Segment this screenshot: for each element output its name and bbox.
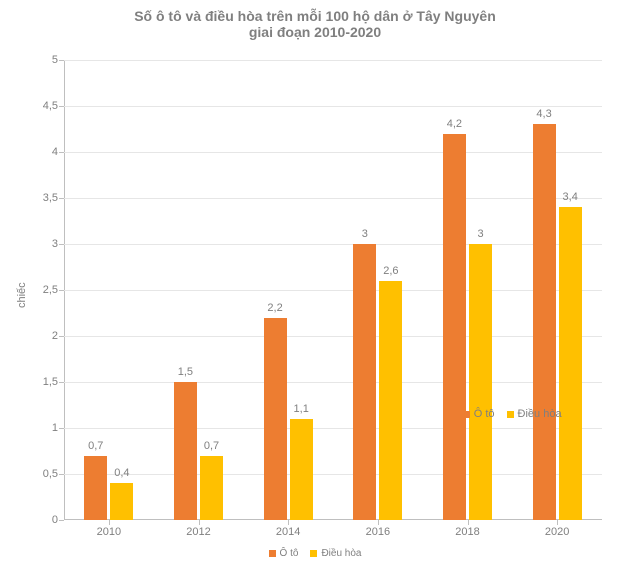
chart-title-line2: giai đoạn 2010-2020 (0, 24, 630, 40)
legend-label: Ô tô (280, 548, 299, 559)
legend: Ô tô Điều hòa (0, 548, 630, 560)
legend-item: Điều hòa (507, 408, 562, 420)
gridline (64, 290, 602, 291)
gridline (64, 60, 602, 61)
bar-value-label: 0,4 (114, 467, 129, 483)
gridline (64, 152, 602, 153)
bar-value-label: 0,7 (204, 440, 219, 456)
bar-value-label: 2,6 (383, 265, 398, 281)
y-tick-label: 2 (52, 330, 64, 342)
y-tick-label: 0,5 (43, 468, 64, 480)
y-tick-label: 1 (52, 422, 64, 434)
bar-group: 32,6 (353, 60, 402, 520)
gridline (64, 382, 602, 383)
gridline (64, 198, 602, 199)
bar-value-label: 3,4 (563, 191, 578, 207)
bar: 1,5 (174, 382, 197, 520)
bar: 0,4 (110, 483, 133, 520)
legend-inline: Ô tô Điều hòa (457, 408, 568, 420)
chart-title: Số ô tô và điều hòa trên mỗi 100 hộ dân … (0, 8, 630, 40)
bar-value-label: 1,5 (178, 366, 193, 382)
x-tick-label: 2016 (366, 520, 390, 538)
bar: 0,7 (84, 456, 107, 520)
bar: 3 (353, 244, 376, 520)
y-tick-label: 2,5 (43, 284, 64, 296)
legend-swatch (507, 411, 514, 418)
bar: 3 (469, 244, 492, 520)
bar: 1,1 (290, 419, 313, 520)
bar: 4,3 (533, 124, 556, 520)
gridline (64, 474, 602, 475)
bar-group: 0,70,4 (84, 60, 133, 520)
plot-area: 00,511,522,533,544,5520100,70,420121,50,… (64, 60, 602, 520)
bar-value-label: 2,2 (267, 302, 282, 318)
gridline (64, 106, 602, 107)
gridline (64, 428, 602, 429)
bar: 4,2 (443, 134, 466, 520)
bar-value-label: 3 (362, 228, 368, 244)
x-tick-label: 2012 (186, 520, 210, 538)
bar-value-label: 4,3 (536, 108, 551, 124)
legend-item: Điều hòa (310, 548, 361, 559)
bar: 0,7 (200, 456, 223, 520)
y-tick-label: 4,5 (43, 100, 64, 112)
legend-swatch (269, 550, 276, 557)
x-axis-line (64, 519, 602, 520)
x-tick-label: 2010 (97, 520, 121, 538)
y-axis-label: chiếc (16, 282, 28, 308)
legend-label: Điều hòa (321, 548, 361, 559)
bar: 3,4 (559, 207, 582, 520)
bar-group: 4,33,4 (533, 60, 582, 520)
legend-swatch (310, 550, 317, 557)
legend-item: Ô tô (463, 408, 495, 420)
legend-item: Ô tô (269, 548, 299, 559)
bar-value-label: 3 (477, 228, 483, 244)
chart-container: Số ô tô và điều hòa trên mỗi 100 hộ dân … (0, 0, 630, 576)
y-tick-label: 0 (52, 514, 64, 526)
y-tick-label: 1,5 (43, 376, 64, 388)
gridline (64, 336, 602, 337)
bar: 2,6 (379, 281, 402, 520)
x-tick-label: 2020 (545, 520, 569, 538)
bar-group: 4,23 (443, 60, 492, 520)
bar-value-label: 1,1 (294, 403, 309, 419)
y-tick-label: 3 (52, 238, 64, 250)
x-tick-label: 2014 (276, 520, 300, 538)
bar-group: 1,50,7 (174, 60, 223, 520)
legend-swatch (463, 411, 470, 418)
gridline (64, 244, 602, 245)
y-tick-label: 3,5 (43, 192, 64, 204)
bar: 2,2 (264, 318, 287, 520)
bar-group: 2,21,1 (264, 60, 313, 520)
y-tick-label: 5 (52, 54, 64, 66)
legend-label: Ô tô (474, 408, 495, 420)
bar-value-label: 0,7 (88, 440, 103, 456)
x-tick-label: 2018 (455, 520, 479, 538)
bar-value-label: 4,2 (447, 118, 462, 134)
chart-title-line1: Số ô tô và điều hòa trên mỗi 100 hộ dân … (0, 8, 630, 24)
y-tick-label: 4 (52, 146, 64, 158)
legend-label: Điều hòa (518, 408, 562, 420)
